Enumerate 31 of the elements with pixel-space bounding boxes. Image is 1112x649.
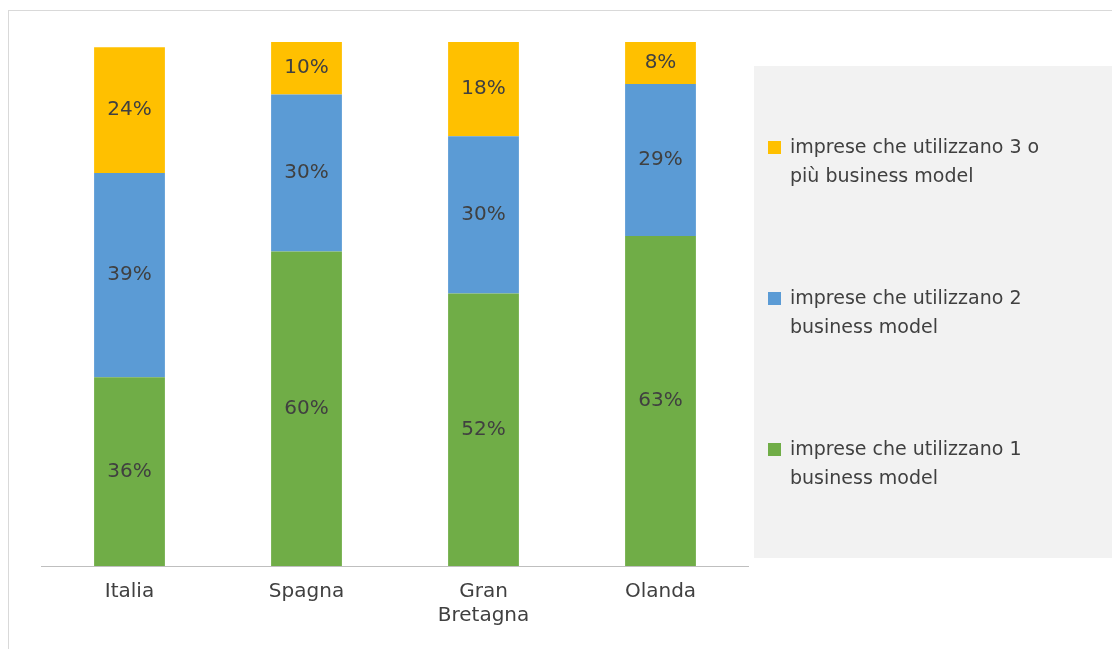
data-label: 39% [107,261,152,286]
x-tick-label: Gran Bretagna [437,578,530,627]
data-label: 30% [461,201,506,226]
bar [271,42,342,95]
data-label: 60% [284,395,329,419]
legend-label: imprese che utilizzano 3 o più business model [790,134,1041,189]
data-label: 30% [284,159,329,184]
data-label: 10% [284,54,329,79]
bar [448,42,519,137]
bar [625,83,696,236]
data-label: 8% [644,49,677,74]
bar [271,94,342,252]
bar [271,251,342,566]
data-label: 18% [461,75,506,100]
bar [625,235,696,566]
legend-label: imprese che utilizzano 2 business model [790,285,1023,339]
data-label: 24% [107,96,152,121]
data-label: 52% [461,415,506,440]
data-label: 29% [638,146,683,171]
x-tick-label: Spagna [268,578,345,603]
x-tick-label: Italia [104,578,155,603]
bar [448,136,519,294]
bar [94,173,165,378]
legend-label: imprese che utilizzano 1 business model [790,435,1023,490]
bar [94,47,165,173]
bar [625,42,696,84]
bar [94,377,165,566]
x-tick-label: Olanda [624,578,697,603]
data-label: 63% [638,387,683,412]
bar [448,293,519,566]
data-label: 36% [107,457,152,482]
